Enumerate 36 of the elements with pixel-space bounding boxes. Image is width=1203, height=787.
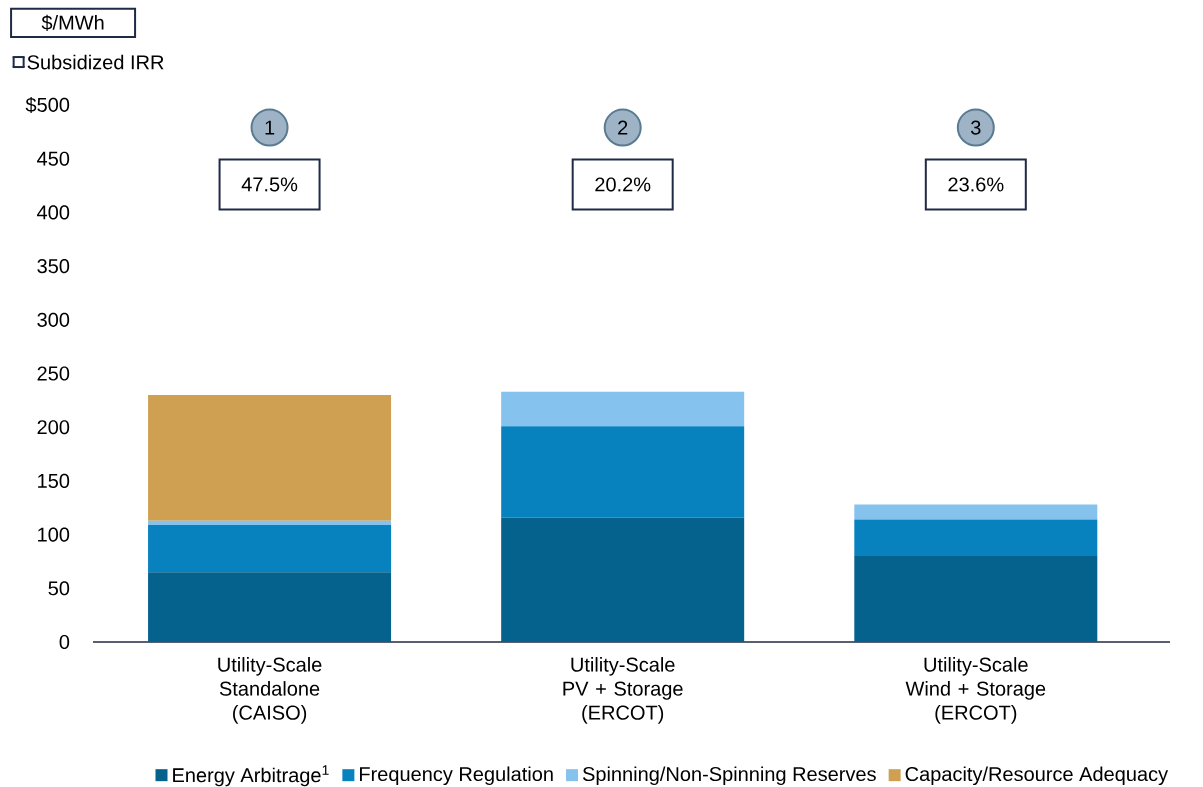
text: Subsidized IRR: [27, 54, 164, 70]
bar: [854, 519, 1098, 557]
y-tick-label: 100: [38, 527, 70, 542]
y-tick-label: $500: [25, 96, 70, 114]
x-tick-label: Utility-Scale PV + Storage (ERCOT): [563, 657, 683, 724]
bar: [854, 504, 1098, 520]
annotation: 47.5%: [241, 177, 298, 192]
bar: [148, 572, 392, 642]
y-tick-label: 250: [37, 366, 70, 381]
y-tick-label: 450: [37, 151, 70, 166]
bar: [148, 524, 392, 573]
legend-label: Spinning/Non-Spinning Reserves: [582, 766, 876, 786]
y-tick-label: 350: [37, 259, 70, 274]
bar: [501, 426, 745, 518]
y-tick-label: 0: [59, 634, 70, 650]
x-tick-label: Utility-Scale Standalone (CAISO): [218, 657, 322, 724]
x-tick-label: Utility-Scale Wind + Storage (ERCOT): [905, 657, 1046, 724]
y-axis-title: $/MWh: [41, 14, 104, 31]
annotation: 23.6%: [948, 177, 1004, 192]
annotation: 1: [265, 120, 275, 135]
bar: [854, 556, 1098, 642]
annotation: 20.2%: [595, 177, 651, 192]
bar: [501, 517, 745, 642]
annotation: 2: [618, 120, 628, 135]
legend-label: Energy Arbitrage$^{1}$: [173, 765, 329, 787]
bar: [501, 391, 745, 427]
y-tick-label: 200: [37, 420, 70, 435]
y-tick-label: 400: [37, 205, 70, 220]
y-tick-label: 150: [38, 473, 70, 488]
bar: [148, 520, 392, 525]
bar: [148, 394, 392, 521]
y-tick-label: 300: [37, 312, 70, 327]
annotation: 3: [970, 120, 981, 135]
legend-label: Capacity/Resource Adequacy: [905, 766, 1169, 786]
legend-label: Frequency Regulation: [359, 766, 553, 786]
y-tick-label: 50: [48, 581, 70, 596]
